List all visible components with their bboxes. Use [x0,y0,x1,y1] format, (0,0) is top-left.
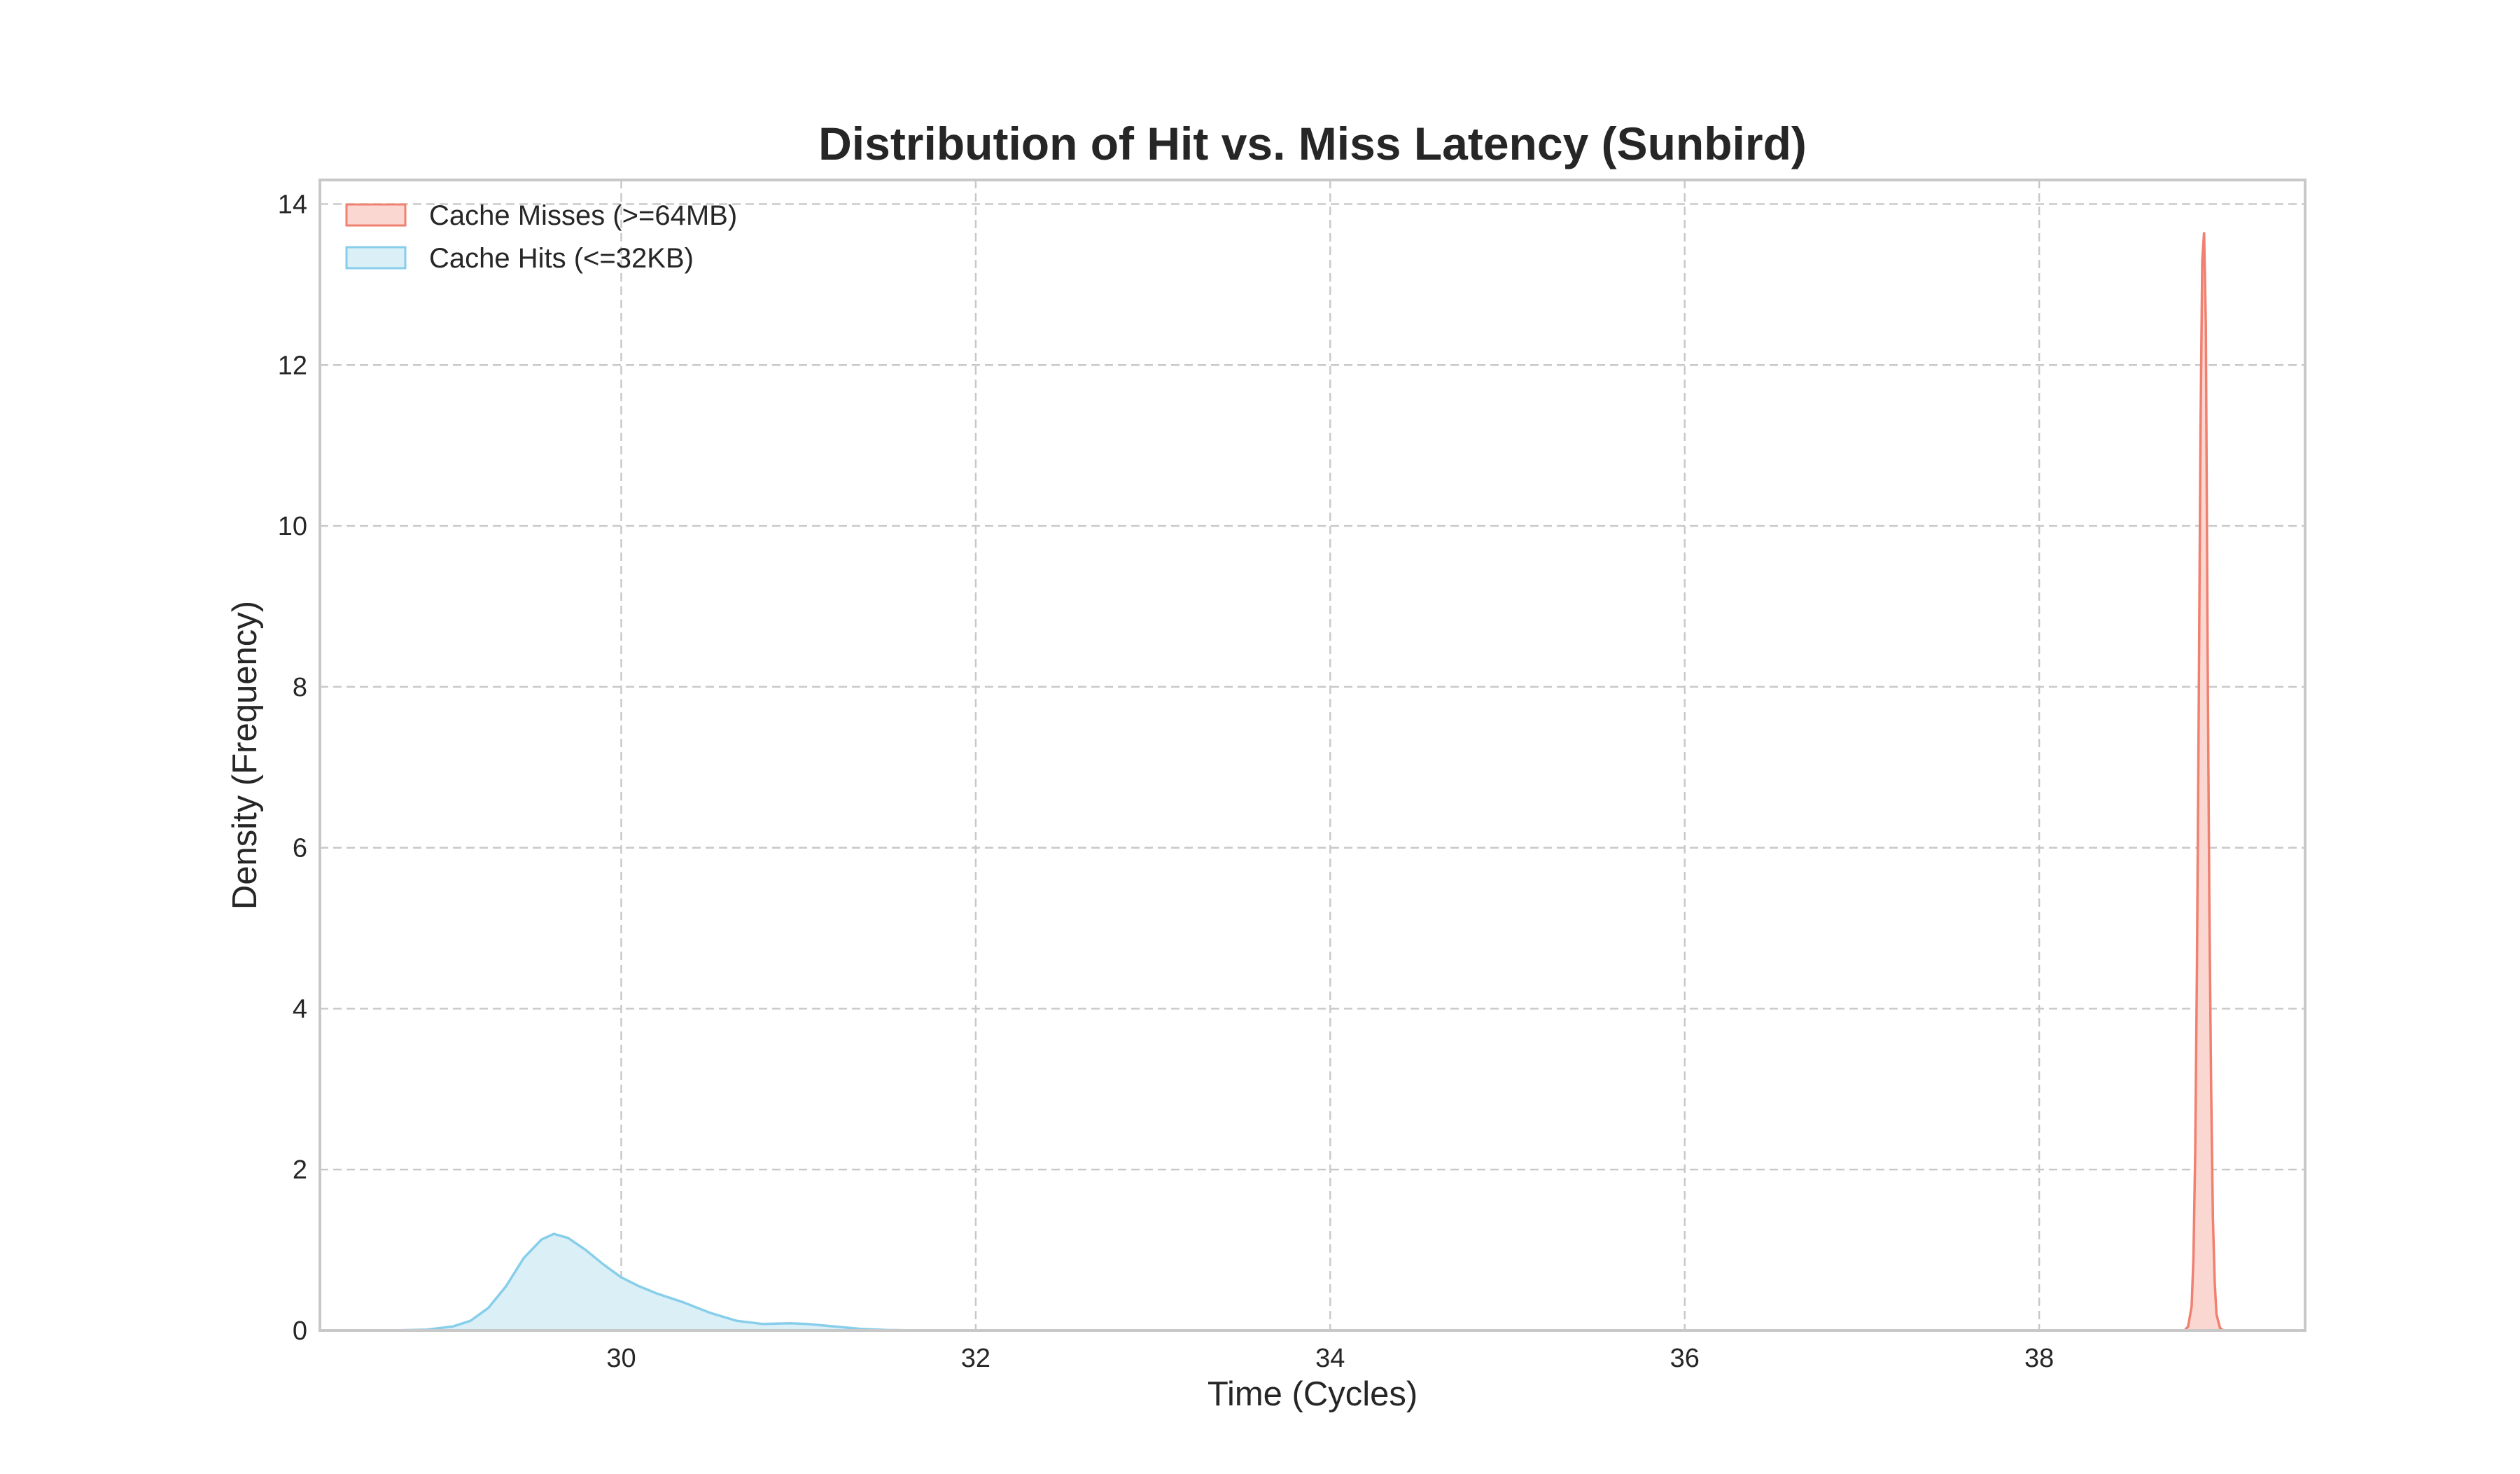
x-tick-label-32: 32 [961,1344,990,1373]
y-tick-labels: 0 2 4 6 8 10 12 14 [278,190,307,1346]
series-area-cache-hits [391,1234,923,1330]
legend-swatch-cache-misses [345,203,407,227]
plot-frame [318,179,2306,1332]
x-tick-label-36: 36 [1670,1344,1700,1373]
y-tick-label-2: 2 [293,1155,307,1185]
y-tick-label-6: 6 [293,834,307,863]
x-axis-label: Time (Cycles) [1208,1375,1418,1413]
y-tick-label-10: 10 [278,512,307,541]
legend-label-cache-hits: Cache Hits (<=32KB) [429,243,694,274]
series-line-cache-misses [2183,232,2225,1332]
series-area-cache-misses [2184,232,2224,1331]
y-axis-label: Density (Frequency) [226,601,264,910]
y-tick-label-12: 12 [278,351,307,380]
x-tick-label-38: 38 [2024,1344,2054,1373]
y-tick-label-4: 4 [293,994,307,1024]
x-tick-label-30: 30 [606,1344,636,1373]
x-tick-labels: 30 32 34 36 38 [606,1344,2054,1373]
y-tick-label-8: 8 [293,673,307,702]
grid-layer [320,180,2305,1330]
y-tick-label-14: 14 [278,190,307,219]
x-tick-label-34: 34 [1315,1344,1345,1373]
legend: Cache Misses (>=64MB) Cache Hits (<=32KB… [345,200,737,274]
legend-swatch-cache-hits [345,246,407,270]
legend-label-cache-misses: Cache Misses (>=64MB) [429,200,737,231]
series-line-cache-hits [391,1232,923,1332]
chart-title: Distribution of Hit vs. Miss Latency (Su… [818,118,1807,169]
series-layer [391,232,2225,1332]
y-tick-label-0: 0 [293,1316,307,1346]
